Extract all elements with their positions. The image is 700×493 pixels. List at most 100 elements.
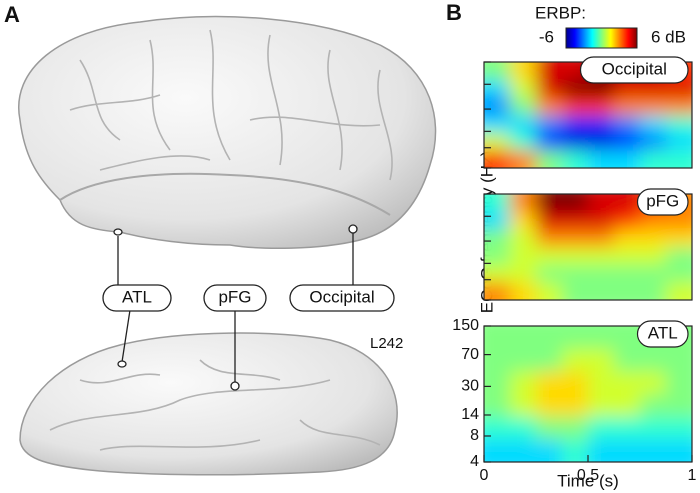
- heatmap-cell: [510, 97, 537, 116]
- heatmap-cell: [510, 115, 537, 134]
- panel-name-box: [636, 320, 689, 348]
- heatmap-cell: [666, 211, 692, 230]
- heatmap-cell: [536, 132, 563, 151]
- heatmap-cell: [510, 247, 537, 266]
- heatmap-cell: [562, 97, 589, 116]
- heatmap-cell: [614, 371, 641, 395]
- heatmap-cell: [510, 416, 537, 440]
- heatmap-cell: [484, 326, 511, 350]
- heatmap-cell: [614, 348, 641, 372]
- heatmap-cell: [640, 211, 667, 230]
- panel-name-box: [579, 56, 689, 84]
- heatmap-cell: [614, 79, 641, 98]
- heatmap-cell: [484, 371, 511, 395]
- heatmap-cell: [536, 416, 563, 440]
- x-tick-label: 1: [688, 467, 697, 484]
- heatmap-cell: [640, 150, 667, 168]
- heatmap-cell: [510, 132, 537, 151]
- heatmap-cell: [536, 115, 563, 134]
- heatmap-cell: [510, 326, 537, 350]
- heatmap-cell: [536, 211, 563, 230]
- x-tick-label: 0.5: [577, 467, 599, 484]
- heatmap-cell: [536, 326, 563, 350]
- heatmap-cell: [484, 416, 511, 440]
- heatmap-cell: [562, 150, 589, 168]
- heatmap-cell: [510, 194, 537, 213]
- heatmap-cell: [666, 247, 692, 266]
- subject-label: L242: [370, 335, 403, 352]
- heatmap-cell: [666, 394, 692, 418]
- heatmap-cell: [614, 132, 641, 151]
- region-label: pFG: [218, 287, 251, 306]
- heatmap-cell: [614, 394, 641, 418]
- y-tick-label: 8: [470, 427, 479, 444]
- heatmap-cell: [562, 229, 589, 248]
- heatmap-cell: [666, 371, 692, 395]
- heatmap-cell: [484, 62, 511, 81]
- region-label: Occipital: [309, 287, 374, 306]
- heatmap-cell: [562, 416, 589, 440]
- heatmap-cell: [614, 282, 641, 300]
- connectors: [102, 224, 395, 391]
- y-tick-label: 150: [452, 317, 479, 334]
- y-tick-label: 30: [461, 378, 479, 395]
- heatmap-cell: [640, 115, 667, 134]
- heatmap-cell: [588, 348, 615, 372]
- heatmap-cell: [588, 247, 615, 266]
- heatmap-cell: [536, 97, 563, 116]
- colorbar-min-label: -6: [539, 27, 554, 46]
- heatmap-cell: [484, 439, 511, 462]
- heatmap-cell: [536, 348, 563, 372]
- heatmap-cell: [588, 132, 615, 151]
- heatmap-cell: [510, 282, 537, 300]
- heatmap-cell: [640, 371, 667, 395]
- heatmap-cell: [666, 132, 692, 151]
- heatmap-cell: [614, 115, 641, 134]
- heatmap-cell: [666, 282, 692, 300]
- heatmap-cell: [588, 282, 615, 300]
- heatmap-cell: [562, 247, 589, 266]
- x-tick-label: 0: [480, 467, 489, 484]
- heatmap-cell: [640, 394, 667, 418]
- heatmap-cell: [640, 229, 667, 248]
- heatmap-cell: [614, 211, 641, 230]
- heatmap-cell: [484, 115, 511, 134]
- heatmap-cell: [614, 247, 641, 266]
- heatmap-cell: [510, 62, 537, 81]
- heatmap-cells: [484, 194, 692, 300]
- heatmap-cell: [562, 326, 589, 350]
- heatmap-cell: [588, 264, 615, 283]
- heatmap-cell: [666, 97, 692, 116]
- panel-name: pFG: [646, 191, 679, 210]
- heatmap-cell: [588, 229, 615, 248]
- panel-name-box: [636, 188, 689, 216]
- heatmap-cell: [614, 97, 641, 116]
- heatmap-cell: [666, 264, 692, 283]
- heatmap-cell: [510, 394, 537, 418]
- heatmap-cell: [588, 150, 615, 168]
- heatmap-cell: [562, 371, 589, 395]
- panel-label: A: [4, 2, 20, 27]
- panel-label: B: [446, 0, 462, 25]
- heatmap-cell: [536, 247, 563, 266]
- heatmap-cell: [588, 211, 615, 230]
- y-tick-label: 4: [470, 453, 479, 470]
- heatmap-cell: [562, 264, 589, 283]
- heatmap-cell: [640, 79, 667, 98]
- heatmap-cell: [562, 194, 589, 213]
- heatmap-cell: [666, 348, 692, 372]
- heatmap-cell: [640, 348, 667, 372]
- heatmap-cell: [484, 79, 511, 98]
- heatmap-cell: [510, 264, 537, 283]
- heatmap-cell: [484, 264, 511, 283]
- heatmap-cell: [484, 394, 511, 418]
- region-label: ATL: [122, 287, 152, 306]
- heatmap-cell: [484, 247, 511, 266]
- colorbar-title: ERBP:: [535, 3, 586, 22]
- colorbar-max-label: 6 dB: [651, 27, 686, 46]
- x-axis-label: Time (s): [557, 471, 619, 490]
- y-tick-label: 14: [461, 406, 479, 423]
- heatmap-cell: [510, 439, 537, 462]
- heatmap-cell: [588, 97, 615, 116]
